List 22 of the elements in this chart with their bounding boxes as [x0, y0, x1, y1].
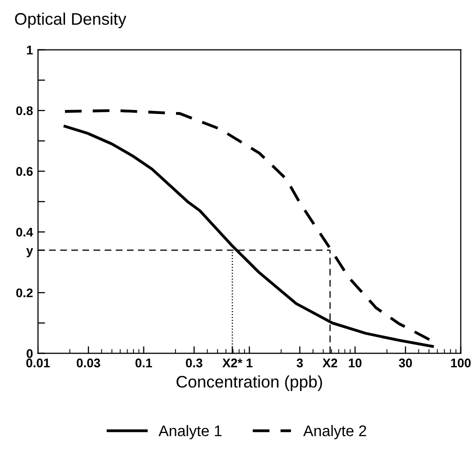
y-tick-label: 1	[26, 46, 33, 54]
y-axis-title: Optical Density	[15, 12, 126, 28]
x-tick-label: 100	[451, 358, 471, 368]
x-tick-label: 30	[398, 358, 412, 368]
x-tick-label: 10	[348, 358, 362, 368]
x-tick-label: X2	[322, 358, 338, 368]
y-tick-label: 0.6	[16, 167, 33, 176]
x-tick-label: 0.3	[186, 358, 202, 368]
y-tick-label: 0.8	[16, 106, 33, 116]
y-tick-label: 0	[26, 349, 33, 358]
y-tick-label: 0.4	[16, 228, 34, 237]
x-tick-label: 0.01	[26, 358, 50, 368]
x-tick-label: 3	[296, 358, 303, 368]
y-tick-label: y	[26, 248, 34, 258]
y-tick-label: 0.2	[16, 288, 33, 298]
x-tick-label: 0.03	[76, 358, 100, 368]
legend-label: Analyte 2	[303, 425, 366, 440]
x-tick-label: X2*	[222, 358, 242, 368]
x-tick-label: 0.1	[135, 358, 152, 368]
x-tick-label: 1	[246, 358, 253, 368]
x-axis-title: Concentration (ppb)	[176, 375, 322, 391]
legend-label: Analyte 1	[158, 425, 222, 440]
